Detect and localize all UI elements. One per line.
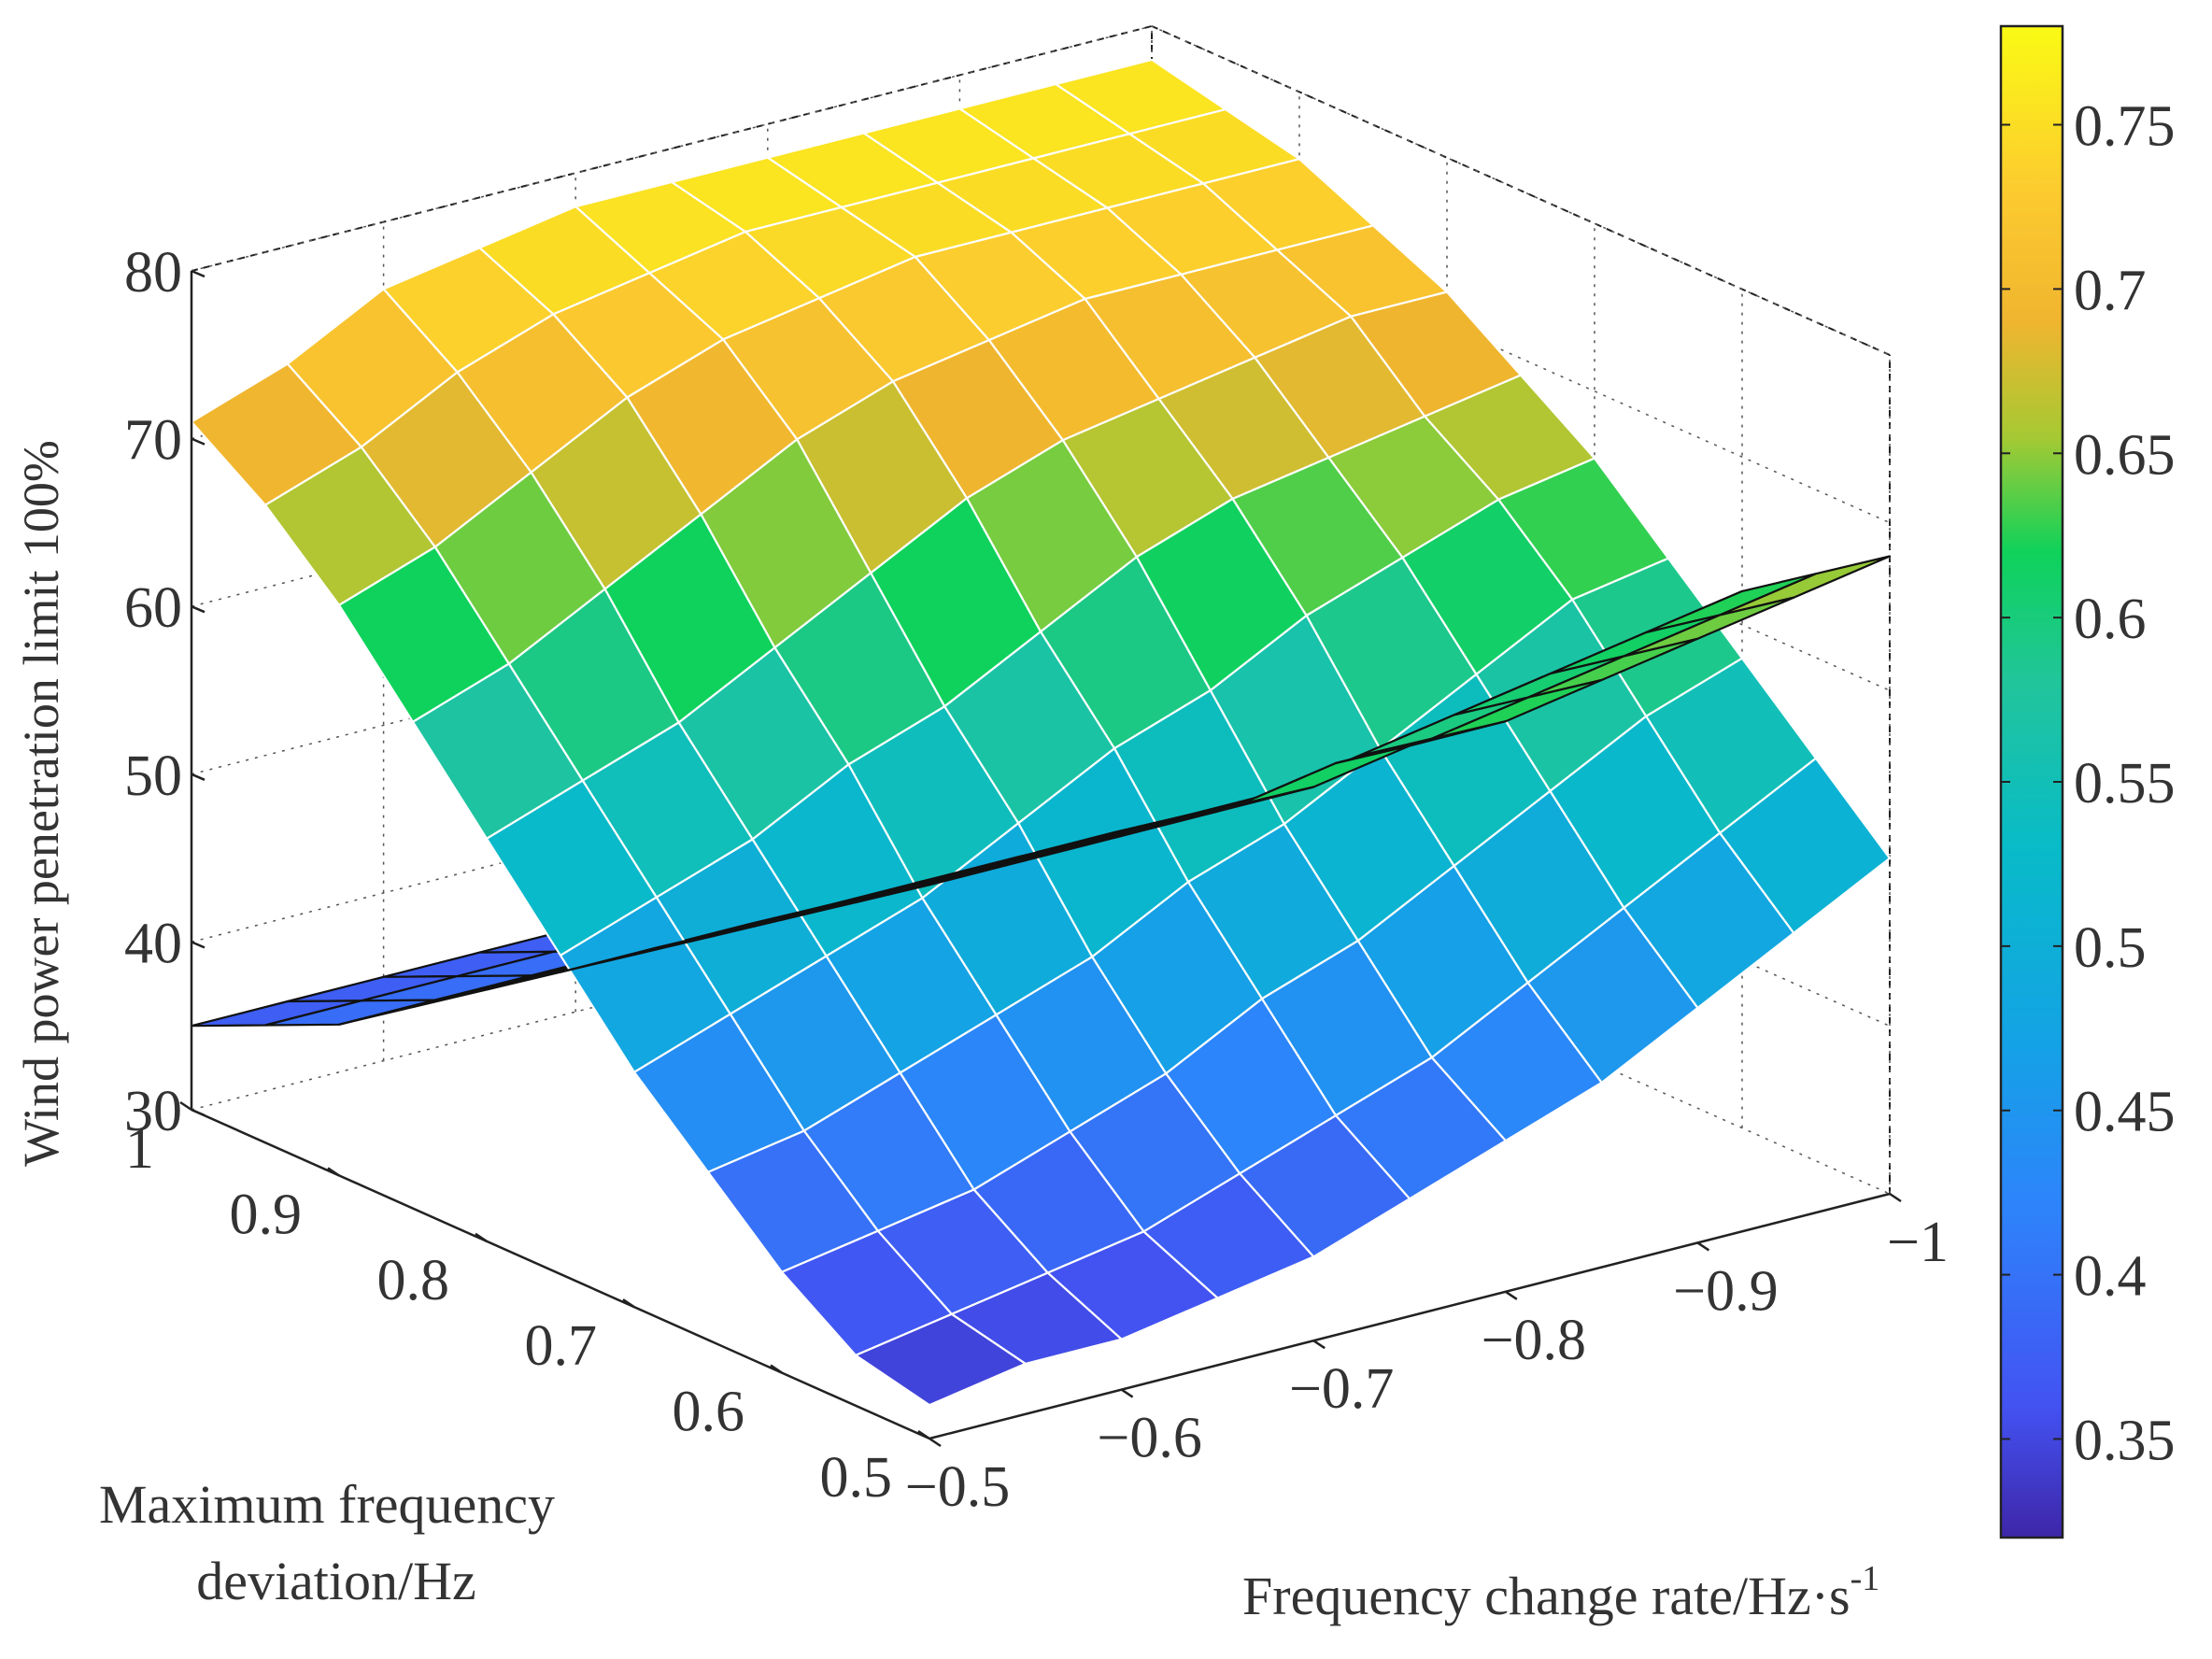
z-tick <box>191 941 206 949</box>
z-tick <box>191 773 206 781</box>
axis-frame: 30 40 50 60 70 80 1 0.9 0.8 0.7 0.6 0.5 −1 −0.9 −0.8 −0… <box>124 241 1949 1519</box>
colorbar-tick-label: 0.75 <box>2074 95 2176 159</box>
z-tick <box>191 605 206 614</box>
x-tick-label: −0.5 <box>905 1455 1010 1519</box>
y-axis-label-line1: Maximum frequency <box>99 1474 555 1535</box>
y-tick <box>622 1298 635 1309</box>
x-axis-label-main: Frequency change rate/Hz·s <box>1242 1566 1850 1626</box>
colorbar: 0.35 0.4 0.45 0.5 0.55 0.6 0.65 0.7 0.75 <box>1999 24 2176 1539</box>
y-tick-label: 0.5 <box>820 1446 893 1510</box>
colorbar-tick-label: 0.7 <box>2074 259 2147 322</box>
colorbar-tick-label: 0.5 <box>2074 916 2147 980</box>
y-tick-label: 0.8 <box>377 1249 450 1312</box>
z-tick-label: 40 <box>124 912 182 975</box>
x-axis-label-sup: -1 <box>1850 1559 1880 1598</box>
x-tick <box>1120 1388 1134 1398</box>
x-tick-label: −0.8 <box>1482 1309 1586 1372</box>
lower-surface-cell <box>1719 555 1892 617</box>
surface-plot-area <box>190 58 1892 1407</box>
colorbar-tick-label: 0.55 <box>2074 752 2176 815</box>
x-axis-line <box>929 1192 1891 1440</box>
z-tick-label: 80 <box>124 241 182 305</box>
x-tick <box>1505 1290 1518 1300</box>
lower-surface-cell <box>854 858 1027 904</box>
x-axis-label: Frequency change rate/Hz·s-1 <box>1242 1559 1879 1626</box>
z-tick <box>191 437 206 446</box>
z-tick <box>191 269 206 278</box>
x-tick-label: −0.9 <box>1673 1259 1778 1323</box>
x-tick <box>1889 1192 1902 1203</box>
z-tick <box>191 1108 206 1117</box>
y-axis-label-line2: deviation/Hz <box>196 1551 476 1611</box>
upper-surface-cell <box>854 1312 1027 1407</box>
x-tick-label: −0.7 <box>1289 1357 1394 1421</box>
y-tick-label: 0.9 <box>230 1183 303 1246</box>
y-tick <box>179 1100 192 1112</box>
y-tick <box>327 1167 340 1177</box>
box-edge-top-left <box>191 25 1153 272</box>
colorbar-tick-label: 0.4 <box>2074 1245 2147 1309</box>
z-tick-label: 50 <box>124 744 182 808</box>
z-tick-label: 30 <box>124 1080 182 1143</box>
x-tick <box>929 1437 942 1448</box>
colorbar-tick-label: 0.65 <box>2074 423 2176 487</box>
x-tick <box>1312 1340 1326 1350</box>
colorbar-tick-label: 0.35 <box>2074 1409 2176 1472</box>
y-tick-label: 0.7 <box>525 1314 598 1378</box>
z-tick-label: 60 <box>124 576 182 640</box>
y-tick <box>917 1429 930 1440</box>
x-tick-label: −0.6 <box>1097 1407 1201 1470</box>
y-axis-line <box>191 1108 930 1440</box>
colorbar-tick-label: 0.6 <box>2074 588 2147 651</box>
z-tick-label: 70 <box>124 409 182 473</box>
y-tick-label: 0.6 <box>673 1381 745 1444</box>
z-gridline <box>191 25 1891 356</box>
colorbar-tick-label: 0.45 <box>2074 1081 2176 1144</box>
x-tick-label: −1 <box>1887 1211 1949 1274</box>
z-axis-label: Wind power penetration limit 100% <box>13 440 69 1167</box>
y-tick-label: 1 <box>125 1117 154 1181</box>
x-tick <box>1696 1241 1710 1252</box>
y-tick <box>475 1232 488 1242</box>
y-tick <box>770 1364 783 1374</box>
colorbar-bar <box>1999 24 2064 1539</box>
axis-labels: Wind power penetration limit 100% Maximu… <box>13 440 1879 1626</box>
